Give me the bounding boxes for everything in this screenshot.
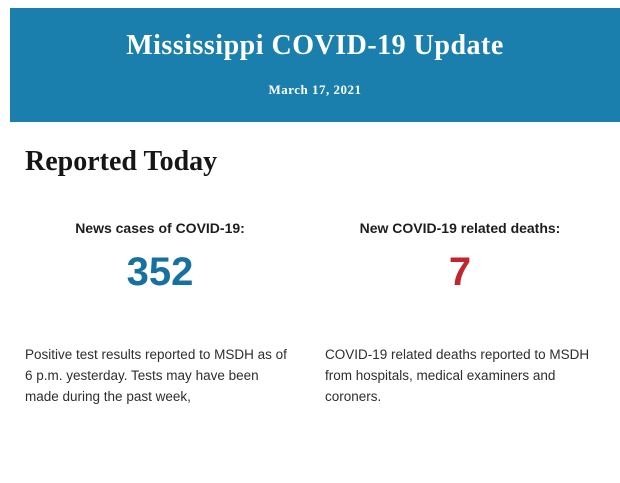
stat-new-cases-label: News cases of COVID-19: xyxy=(75,220,245,236)
stat-new-deaths-label: New COVID-19 related deaths: xyxy=(359,220,561,236)
stat-new-deaths-value: 7 xyxy=(448,250,472,294)
banner-date: March 17, 2021 xyxy=(268,82,362,97)
stat-new-cases-value: 352 xyxy=(126,250,194,294)
stat-new-cases: News cases of COVID-19: 352 Positive tes… xyxy=(25,220,295,408)
banner: Mississippi COVID-19 Update March 17, 20… xyxy=(10,8,620,122)
stat-new-cases-description: Positive test results reported to MSDH a… xyxy=(25,347,287,404)
stat-new-deaths: New COVID-19 related deaths: 7 COVID-19 … xyxy=(325,220,595,408)
banner-title: Mississippi COVID-19 Update xyxy=(126,30,504,61)
content: Reported Today News cases of COVID-19: 3… xyxy=(0,122,620,408)
stat-new-deaths-description: COVID-19 related deaths reported to MSDH… xyxy=(325,347,590,404)
stats-grid: News cases of COVID-19: 352 Positive tes… xyxy=(25,220,595,408)
section-heading: Reported Today xyxy=(25,146,218,177)
